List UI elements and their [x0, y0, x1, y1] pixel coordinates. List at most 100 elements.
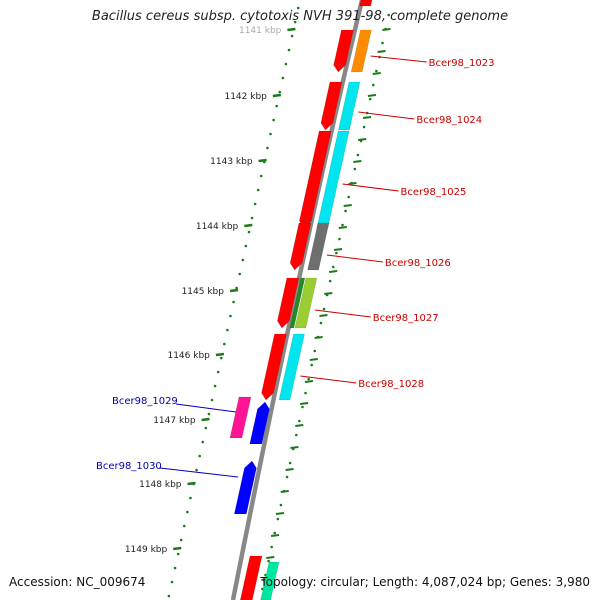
ruler-dot: [273, 531, 277, 535]
ruler-dot: [216, 370, 220, 374]
gene-arrow-forward: [333, 29, 354, 73]
gene-class-block: [229, 396, 252, 439]
gene-label: Bcer98_1025: [401, 187, 467, 198]
gene-arrow-forward: [320, 81, 343, 131]
kbp-tick: [287, 27, 296, 32]
gene-label: Bcer98_1029: [112, 396, 178, 407]
ruler-tick: [304, 380, 314, 383]
kbp-tick-label: 1143 kbp: [210, 157, 253, 167]
ruler-dot: [290, 34, 294, 38]
ruler-dot: [341, 223, 344, 227]
ruler-tick: [377, 50, 386, 53]
ruler-dot: [186, 510, 189, 514]
gene-label: Bcer98_1026: [385, 258, 451, 269]
ruler-dot: [281, 76, 285, 80]
ruler-tick: [343, 204, 352, 207]
gene-label: Bcer98_1028: [358, 379, 424, 390]
ruler-dot: [387, 13, 391, 17]
ruler-tick: [314, 336, 323, 339]
map-title: Bacillus cereus subsp. cytotoxis NVH 391…: [91, 9, 509, 24]
gene-class-block: [278, 333, 305, 401]
ruler-dot: [296, 6, 300, 10]
gene-label-leader: [175, 403, 237, 413]
ruler-tick: [324, 292, 333, 295]
kbp-tick: [201, 417, 210, 422]
ruler-dot: [347, 195, 350, 199]
ruler-dot: [293, 20, 297, 24]
ruler-tick: [270, 534, 280, 537]
kbp-tick-label: 1141 kbp: [239, 26, 282, 36]
ruler-dot: [319, 321, 323, 325]
kbp-tick-label: 1147 kbp: [153, 416, 196, 426]
gene-class-block: [294, 277, 318, 329]
gene-label: Bcer98_1023: [429, 58, 495, 69]
ruler-dot: [295, 433, 298, 437]
ruler-tick: [275, 512, 285, 515]
ruler-tick: [299, 402, 309, 405]
ruler-dot: [368, 97, 372, 101]
ruler-dot: [256, 188, 260, 192]
ruler-tick: [295, 424, 304, 427]
ruler-dot: [195, 468, 198, 472]
ruler-dot: [244, 244, 248, 248]
ruler-dot: [210, 398, 214, 402]
ruler-dot: [285, 475, 289, 479]
gene-class-block-partial: [260, 561, 280, 600]
kbp-tick: [272, 93, 282, 98]
ruler-dot: [313, 349, 317, 353]
ruler-dot: [173, 566, 177, 570]
kbp-tick: [173, 546, 182, 551]
kbp-tick-label: 1149 kbp: [125, 545, 168, 555]
kbp-tick-label: 1144 kbp: [196, 222, 239, 232]
ruler-dot: [353, 167, 357, 171]
gene-arrow-forward: [261, 333, 287, 401]
ruler-dot: [279, 503, 283, 507]
ruler-dot: [176, 552, 180, 556]
ruler-tick: [382, 28, 391, 31]
ruler-dot: [381, 41, 384, 45]
ruler-tick: [285, 468, 294, 471]
gene-arrow-forward: [289, 222, 312, 271]
gene-class-block: [338, 81, 361, 131]
ruler-dot: [267, 559, 270, 563]
ruler-dot: [259, 174, 263, 178]
gene-label-leader: [314, 309, 371, 318]
ruler-dot: [238, 272, 242, 276]
gene-label-leader: [358, 111, 415, 120]
gene-class-stripe: [289, 277, 306, 329]
ruler-dot: [201, 440, 205, 444]
gene-label: Bcer98_1024: [416, 115, 482, 126]
ruler-dot: [287, 48, 291, 52]
kbp-tick-label: 1145 kbp: [182, 287, 225, 297]
ruler-dot: [232, 300, 235, 304]
gene-class-block: [307, 222, 330, 271]
ruler-dot: [198, 454, 201, 458]
ruler-dot: [219, 356, 223, 360]
ruler-tick: [358, 138, 367, 141]
gene-label-leader: [159, 467, 239, 478]
ruler-dot: [235, 286, 238, 290]
ruler-dot: [170, 580, 174, 584]
ruler-dot: [338, 237, 341, 241]
ruler-dot: [284, 62, 288, 66]
ruler-tick: [280, 490, 289, 493]
kbp-tick: [229, 288, 239, 293]
ruler-dot: [189, 496, 192, 500]
ruler-tick: [338, 226, 347, 229]
ruler-dot: [179, 538, 183, 542]
ruler-tick: [266, 556, 275, 559]
ruler-dot: [356, 153, 360, 157]
ruler-tick: [372, 72, 381, 75]
ruler-dot: [226, 328, 229, 332]
ruler-dot: [207, 412, 211, 416]
kbp-tick: [187, 481, 196, 486]
ruler-dot: [276, 517, 280, 521]
ruler-dot: [253, 202, 257, 206]
ruler-dot: [344, 209, 347, 213]
ruler-dot: [301, 405, 304, 409]
ruler-dot: [247, 230, 251, 234]
gene-label-leader: [326, 254, 383, 263]
ruler-dot: [270, 545, 273, 549]
ruler-dot: [362, 125, 366, 129]
